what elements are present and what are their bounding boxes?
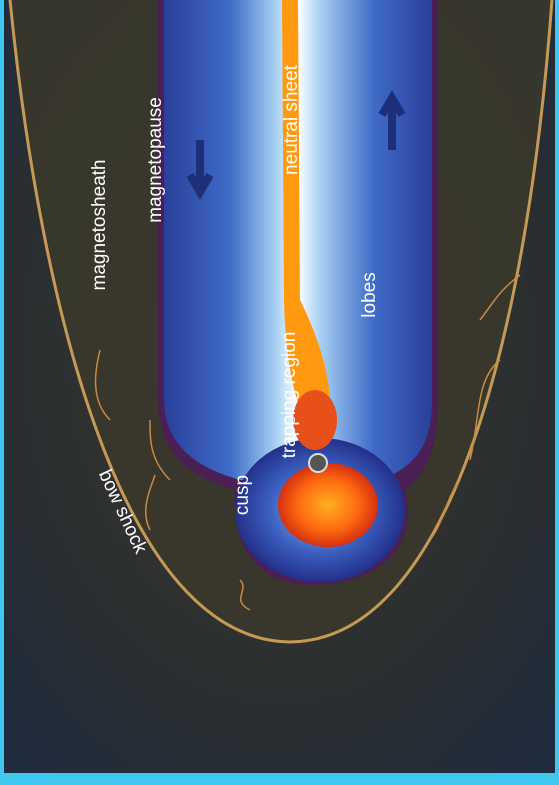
flow-arrow-down: [186, 140, 214, 200]
label: magnetosheath: [89, 160, 110, 291]
solar-wind-arrows: [94, 274, 521, 611]
label: trapping region: [279, 332, 300, 459]
label: neutral sheet: [281, 64, 302, 175]
earth: [308, 453, 328, 473]
label: magnetopause: [145, 97, 166, 223]
label: lobes: [359, 272, 380, 317]
label: cusp: [232, 475, 253, 515]
trapping-blob: [293, 390, 337, 450]
bow-shock-line: [8, 0, 554, 644]
radiation-belt: [278, 463, 378, 547]
neutral-sheet-band: [282, 0, 330, 440]
flow-arrow-up: [378, 90, 406, 150]
